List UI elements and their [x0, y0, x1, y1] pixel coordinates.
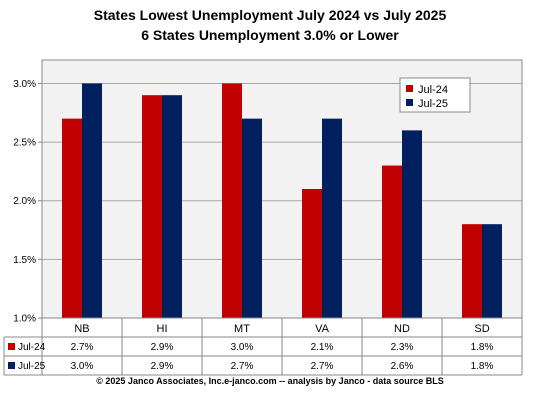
bars [62, 83, 502, 319]
y-tick-label: 2.5% [13, 138, 36, 149]
bar-jul-24-mt [222, 83, 242, 318]
bar-jul-25-nd [402, 130, 422, 318]
data-label: 3.0% [231, 342, 254, 353]
data-label: 1.8% [471, 342, 494, 353]
bar-jul-24-nd [382, 165, 402, 318]
grid-lines [42, 82, 522, 260]
legend-swatch [406, 85, 413, 92]
table-series-name: Jul-24 [18, 342, 46, 353]
x-tick-label: SD [474, 323, 489, 335]
bar-jul-24-va [302, 189, 322, 318]
x-tick-label: HI [157, 323, 168, 335]
legend: Jul-24 Jul-25 [399, 77, 471, 113]
table-legend-key [8, 362, 15, 369]
legend-box [399, 77, 471, 113]
y-tick-label: 2.0% [13, 196, 36, 207]
bar-jul-25-mt [242, 118, 262, 319]
data-label: 2.3% [391, 342, 414, 353]
data-table: NB HI MT VA ND SD Jul-24 2.7% 2.9% 3.0% 2.1% 2.3% 1.… [3, 317, 523, 376]
data-label: 2.9% [151, 361, 174, 372]
bar-jul-24-hi [142, 95, 162, 318]
chart-subtitle: 6 States Unemployment 3.0% or Lower [141, 27, 399, 43]
x-tick-label: MT [234, 323, 250, 335]
data-label: 2.6% [391, 361, 414, 372]
legend-swatch [406, 99, 413, 106]
y-tick-label: 1.0% [13, 314, 36, 325]
bar-jul-25-sd [482, 224, 502, 318]
table-series-name: Jul-25 [18, 361, 46, 372]
data-label: 2.7% [231, 361, 254, 372]
x-tick-label: ND [394, 323, 410, 335]
bar-jul-25-hi [162, 95, 182, 318]
data-label: 1.8% [471, 361, 494, 372]
bar-jul-24-nb [62, 118, 82, 319]
data-label: 2.1% [311, 342, 334, 353]
legend-label: Jul-24 [418, 84, 448, 96]
table-legend-key [8, 343, 15, 350]
bar-jul-25-nb [82, 83, 102, 318]
x-tick-label: VA [315, 323, 330, 335]
y-axis-ticks: 1.0% 1.5% 2.0% 2.5% 3.0% [13, 79, 42, 325]
bar-jul-25-va [322, 118, 342, 319]
data-label: 2.7% [311, 361, 334, 372]
legend-label: Jul-25 [418, 98, 448, 110]
chart-title: States Lowest Unemployment July 2024 vs … [94, 7, 447, 23]
data-label: 3.0% [71, 361, 94, 372]
y-tick-label: 1.5% [13, 255, 36, 266]
chart-footer: © 2025 Janco Associates, Inc.e-janco.com… [96, 376, 443, 386]
bar-jul-24-sd [462, 224, 482, 318]
data-label: 2.9% [151, 342, 174, 353]
data-label: 2.7% [71, 342, 94, 353]
x-tick-label: NB [74, 323, 89, 335]
y-tick-label: 3.0% [13, 79, 36, 90]
